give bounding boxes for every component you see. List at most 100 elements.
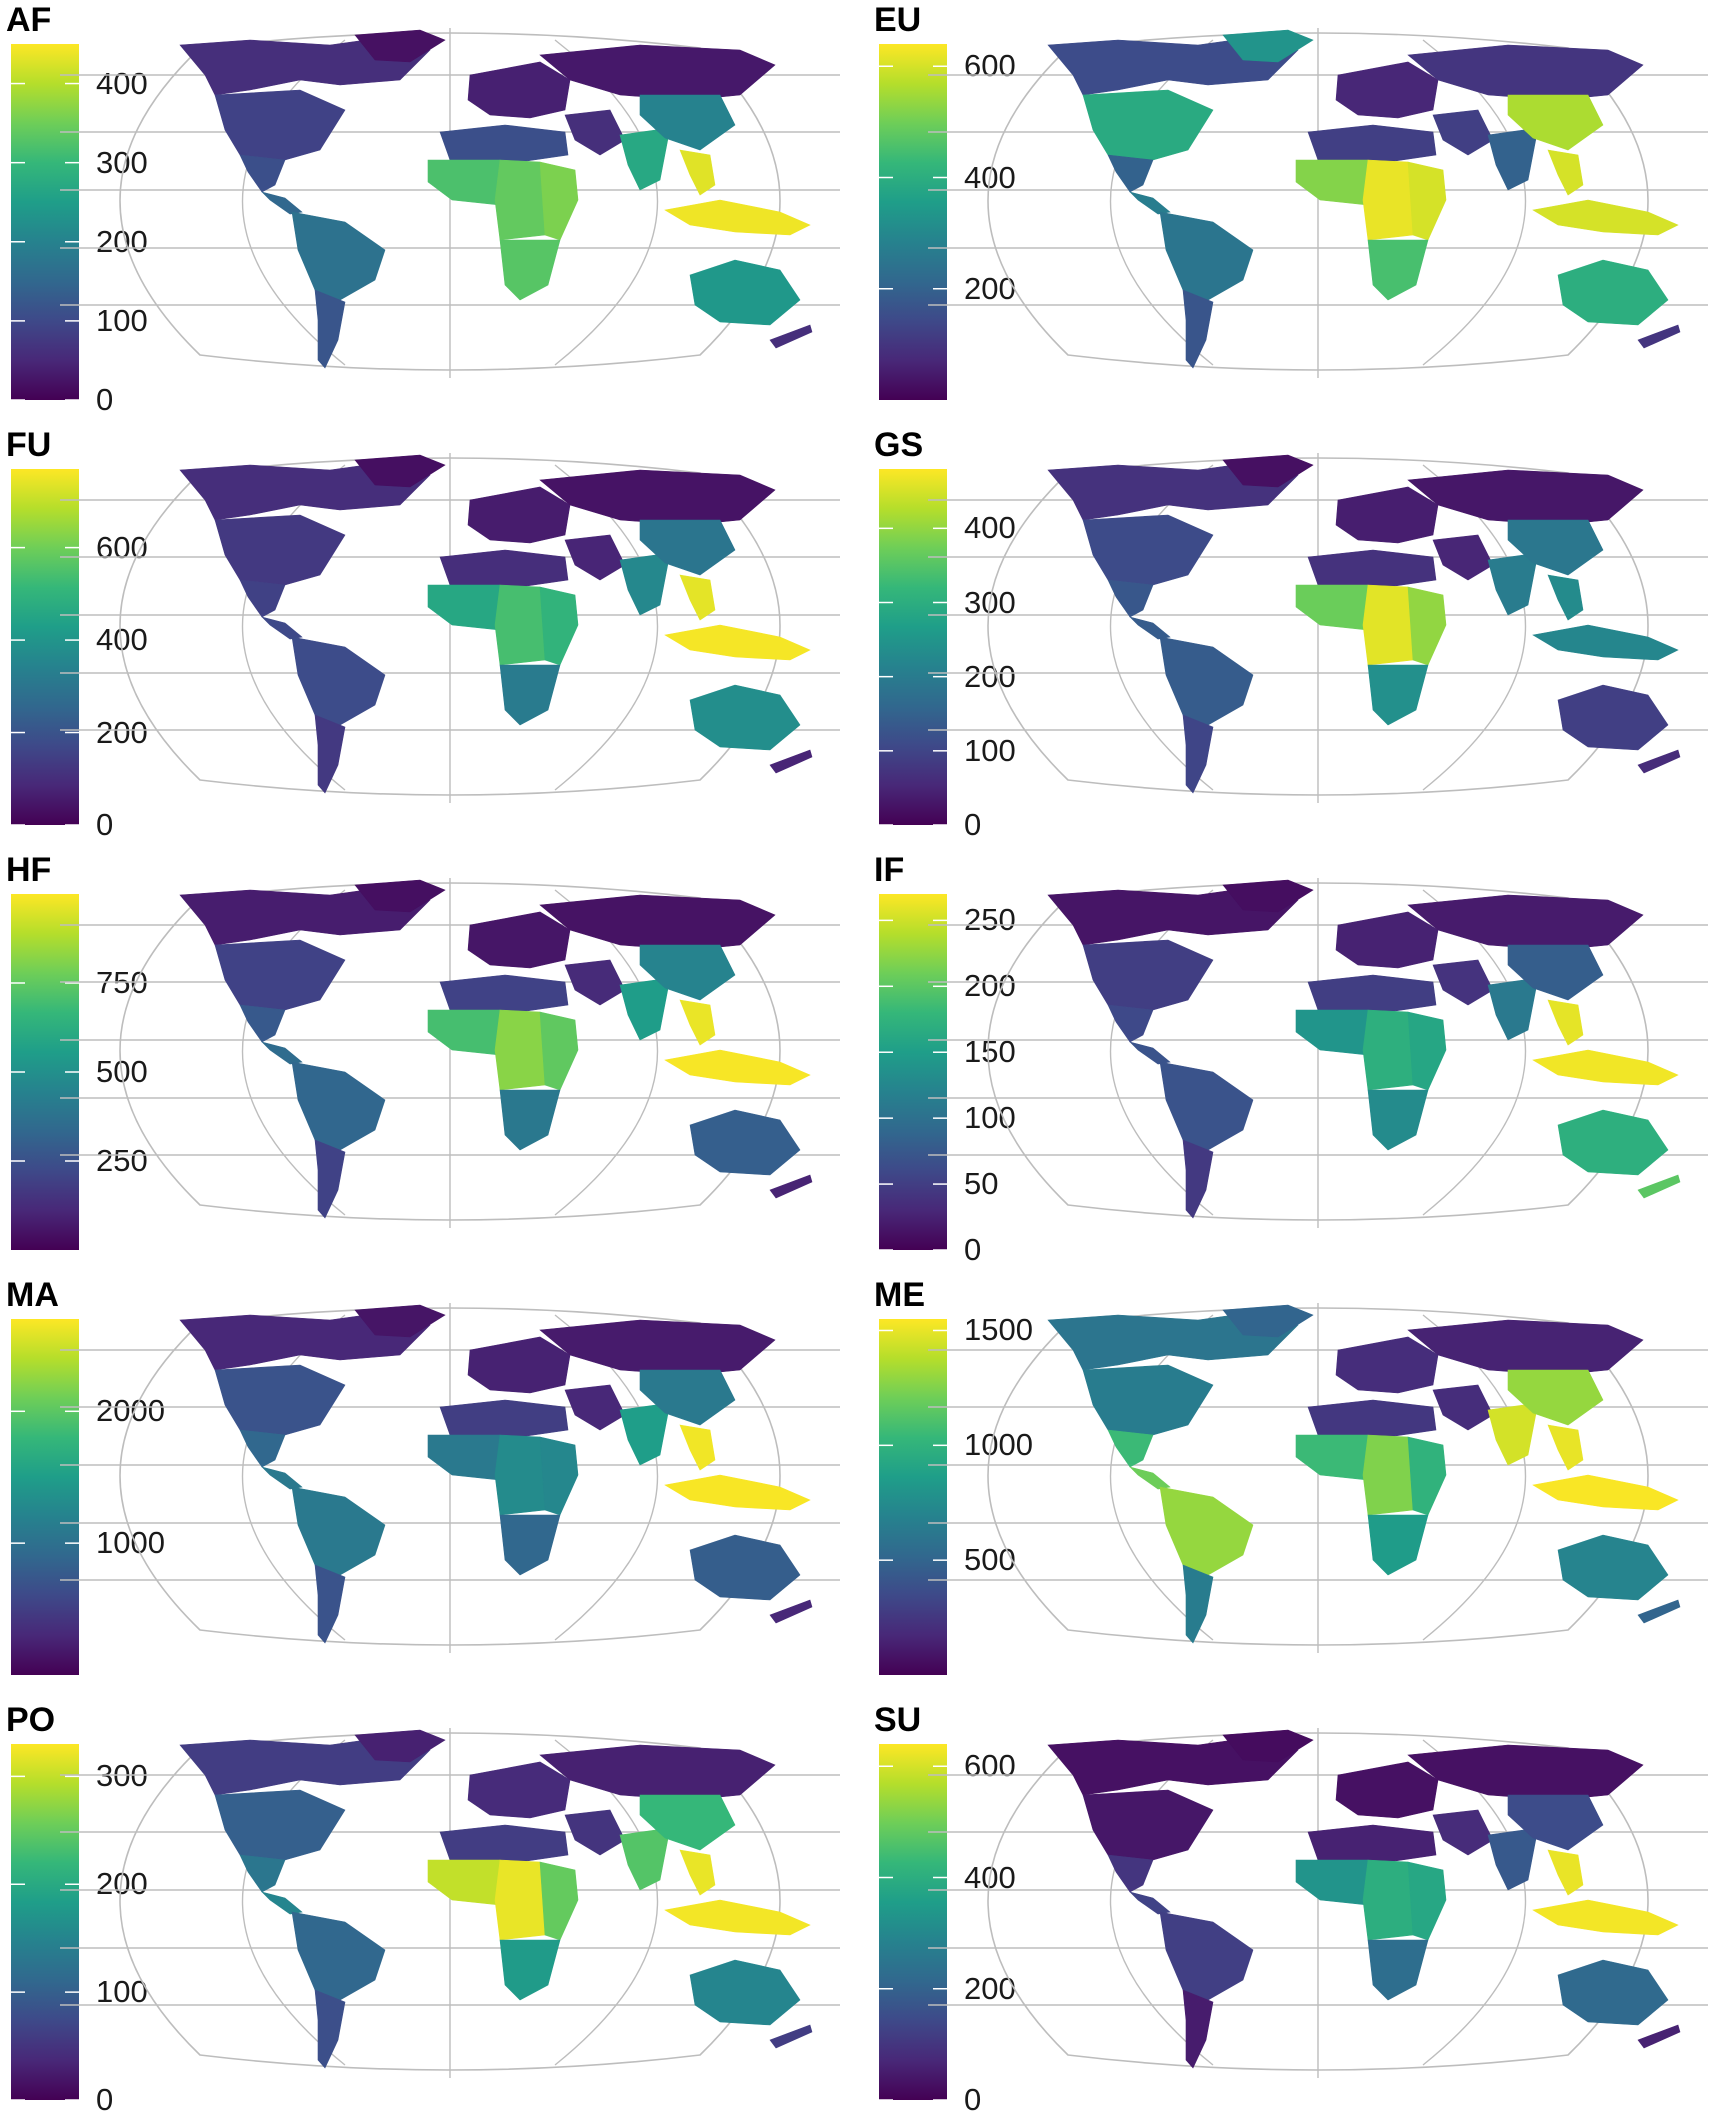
region-s-africa [499,1089,561,1151]
colorbar-tick-label: 600 [964,1748,1016,1784]
world-map [928,878,1708,1228]
region-s-south-am [1182,714,1214,794]
region-europe [1335,1761,1439,1819]
region-middle-east [1432,109,1494,156]
panel-title: ME [874,1276,925,1314]
region-c-africa [1362,159,1414,241]
region-nz [769,2024,813,2049]
land-regions [179,1729,813,2069]
region-c-africa [1362,1859,1414,1941]
region-canada [179,462,431,521]
region-china [1507,94,1604,151]
colorbar-tick-label: 150 [964,1034,1016,1070]
region-usa [1082,89,1214,161]
region-se-asia [1547,999,1584,1046]
region-canada [179,1737,431,1796]
colorbar-tick-label: 0 [964,2082,982,2117]
region-europe [467,1336,571,1394]
region-central-am [261,191,303,215]
graticule-outline [119,882,781,1221]
region-n-africa [1307,974,1437,1013]
region-w-africa [1295,584,1369,631]
region-russia [1407,1744,1644,1801]
region-indonesia [1532,1049,1679,1086]
region-indonesia [664,199,811,236]
world-map [928,453,1708,803]
panel-po: PO 0 100 200 300 [0,1700,867,2125]
region-mexico [239,1429,286,1468]
region-europe [1335,911,1439,969]
region-canada [179,887,431,946]
region-e-africa [1407,161,1447,241]
region-usa [214,1364,346,1436]
graticule-meridian [241,464,346,791]
colorbar-tick-label: 0 [964,1232,982,1267]
region-canada [1047,887,1299,946]
colorbar-tick-label: 1500 [964,1312,1033,1348]
region-w-africa [427,159,501,206]
world-map [60,453,840,803]
graticule-outline [119,32,781,371]
region-middle-east [1432,1384,1494,1431]
panel-fu: FU 0 200 400 600 [0,425,867,850]
region-c-africa [494,1859,546,1941]
graticule-outline [987,1307,1649,1646]
region-n-africa [1307,1399,1437,1438]
region-mexico [1107,579,1154,618]
region-canada [1047,37,1299,96]
region-se-asia [679,1849,716,1896]
panel-title: AF [6,1,52,39]
region-n-south-am [291,1486,386,1576]
region-greenland [1222,1304,1314,1338]
region-australia [1557,1959,1669,2026]
region-s-south-am [1182,1989,1214,2069]
colorbar-tick-label: 400 [96,65,148,101]
region-mexico [1107,1429,1154,1468]
region-w-africa [427,1434,501,1481]
colorbar-ticks: 0 200 400 600 [0,425,180,850]
world-map [60,28,840,378]
region-greenland [354,879,446,913]
colorbar-tick-label: 1000 [964,1427,1033,1463]
graticule-outline [119,1307,781,1646]
colorbar [11,44,79,400]
region-c-africa [494,584,546,666]
region-e-africa [539,586,579,666]
region-middle-east [564,1384,626,1431]
region-s-africa [499,1939,561,2001]
region-se-asia [1547,149,1584,196]
region-n-south-am [291,1911,386,2001]
graticule-meridian [241,39,346,366]
colorbar-tick-label: 300 [96,1758,148,1794]
region-s-africa [1367,1514,1429,1576]
colorbar-tick-label: 50 [964,1166,999,1202]
land-regions [1047,1729,1681,2069]
region-australia [689,1959,801,2026]
region-europe [1335,486,1439,544]
region-usa [1082,1364,1214,1436]
region-se-asia [679,1424,716,1471]
region-russia [539,1744,776,1801]
region-w-africa [1295,1859,1369,1906]
colorbar-tick-label: 200 [964,658,1016,694]
region-mexico [239,1004,286,1043]
land-regions [1047,879,1681,1219]
colorbar-tick-label: 100 [96,302,148,338]
colorbar [11,894,79,1250]
colorbar [11,1319,79,1675]
region-n-south-am [291,211,386,301]
region-s-africa [499,1514,561,1576]
region-se-asia [1547,574,1584,621]
panel-me: ME 500 1000 1500 [868,1275,1735,1700]
colorbar-tick-label: 600 [96,529,148,565]
region-usa [1082,939,1214,1011]
region-usa [214,89,346,161]
region-canada [1047,462,1299,521]
region-w-africa [1295,1009,1369,1056]
region-china [639,94,736,151]
region-nz [1637,1599,1681,1624]
region-middle-east [1432,959,1494,1006]
region-w-africa [427,584,501,631]
region-mexico [1107,154,1154,193]
